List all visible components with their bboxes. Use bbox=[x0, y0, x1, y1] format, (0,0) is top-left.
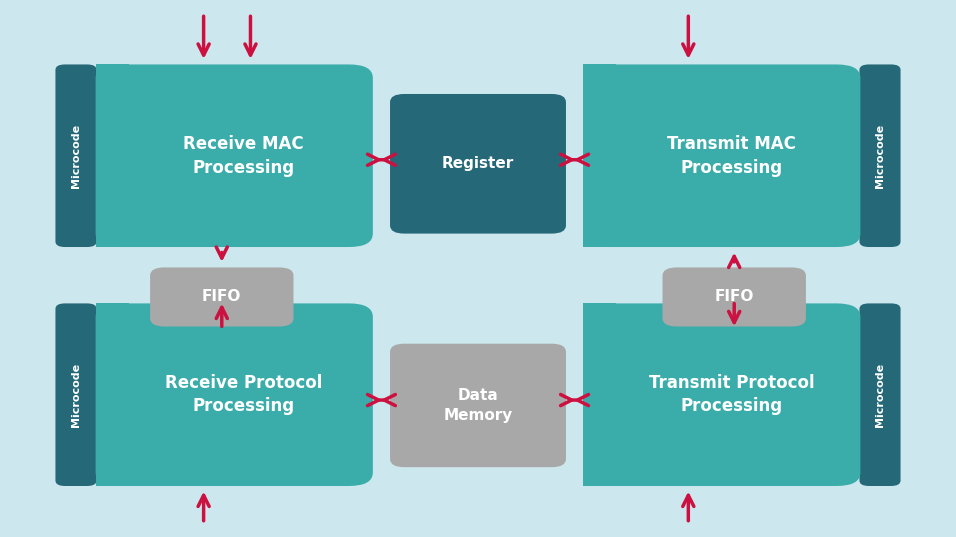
Text: Microcode: Microcode bbox=[875, 124, 885, 188]
FancyBboxPatch shape bbox=[150, 267, 293, 326]
FancyBboxPatch shape bbox=[390, 344, 566, 467]
FancyBboxPatch shape bbox=[55, 303, 97, 486]
Text: Receive Protocol
Processing: Receive Protocol Processing bbox=[165, 374, 322, 416]
Text: Microcode: Microcode bbox=[71, 124, 81, 188]
Bar bbox=[96, 303, 129, 486]
Text: Microcode: Microcode bbox=[71, 362, 81, 427]
Text: FIFO: FIFO bbox=[202, 289, 242, 304]
Text: Transmit Protocol
Processing: Transmit Protocol Processing bbox=[648, 374, 815, 416]
Bar bbox=[583, 303, 617, 486]
FancyBboxPatch shape bbox=[859, 64, 901, 247]
FancyBboxPatch shape bbox=[96, 303, 373, 486]
FancyBboxPatch shape bbox=[390, 94, 566, 234]
Text: FIFO: FIFO bbox=[714, 289, 754, 304]
FancyBboxPatch shape bbox=[96, 64, 373, 247]
FancyBboxPatch shape bbox=[859, 303, 901, 486]
FancyBboxPatch shape bbox=[583, 64, 860, 247]
Text: Receive MAC
Processing: Receive MAC Processing bbox=[184, 135, 304, 177]
Text: Data
Memory: Data Memory bbox=[444, 388, 512, 423]
FancyBboxPatch shape bbox=[663, 267, 806, 326]
Bar bbox=[96, 64, 129, 247]
FancyBboxPatch shape bbox=[583, 303, 860, 486]
Bar bbox=[583, 64, 617, 247]
Text: Microcode: Microcode bbox=[875, 362, 885, 427]
Text: Register: Register bbox=[442, 156, 514, 171]
Text: Transmit MAC
Processing: Transmit MAC Processing bbox=[667, 135, 795, 177]
FancyBboxPatch shape bbox=[55, 64, 97, 247]
